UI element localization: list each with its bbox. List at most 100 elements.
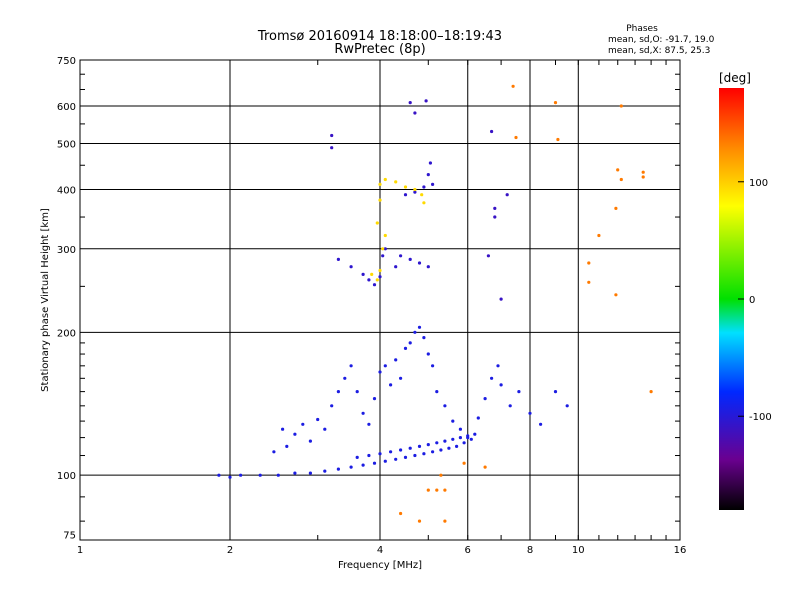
data-point <box>417 261 422 265</box>
data-point <box>383 364 387 368</box>
data-point <box>399 254 403 258</box>
data-point <box>370 272 374 276</box>
data-point <box>616 168 620 172</box>
data-point <box>272 450 276 454</box>
data-point <box>422 201 426 205</box>
grid-lines <box>80 60 680 540</box>
data-point <box>389 383 393 387</box>
data-point <box>466 436 470 440</box>
data-point <box>276 473 280 477</box>
data-point <box>490 376 494 380</box>
data-point <box>336 390 340 394</box>
data-point <box>394 358 398 362</box>
data-point <box>378 198 382 202</box>
data-point <box>417 519 422 523</box>
data-point <box>367 422 371 426</box>
data-point <box>399 376 403 380</box>
data-point <box>375 221 379 225</box>
data-point <box>455 444 459 448</box>
data-point <box>428 161 432 165</box>
data-point <box>439 473 443 477</box>
y-tick-label: 600 <box>57 102 76 113</box>
data-point <box>381 247 385 251</box>
data-point <box>330 404 334 408</box>
data-point <box>394 457 398 461</box>
y-tick-label: 750 <box>57 56 76 67</box>
colorbar-ticks: 100 0 -100 <box>738 178 772 423</box>
data-point <box>228 475 232 479</box>
data-point <box>355 390 359 394</box>
data-point <box>619 177 623 182</box>
data-point <box>413 111 417 115</box>
data-point <box>443 404 447 408</box>
data-point <box>493 206 497 210</box>
data-point <box>614 206 618 210</box>
data-point <box>378 370 382 374</box>
data-point <box>553 101 558 105</box>
data-point <box>553 390 558 394</box>
data-point <box>435 390 439 394</box>
data-point <box>649 390 653 394</box>
data-point <box>293 432 297 436</box>
data-point <box>514 135 518 140</box>
data-point <box>417 444 422 448</box>
data-point <box>565 404 569 408</box>
data-point <box>486 254 490 258</box>
data-point <box>473 432 477 436</box>
data-point <box>330 146 334 150</box>
data-point <box>399 448 403 452</box>
data-point <box>413 187 417 192</box>
data-point <box>435 488 439 492</box>
x-tick-label: 4 <box>377 545 383 556</box>
data-point <box>403 185 408 189</box>
data-point <box>383 247 387 251</box>
data-point <box>505 193 509 197</box>
data-point <box>641 175 645 179</box>
colorbar-tick-label: 100 <box>749 178 768 189</box>
data-point <box>349 364 353 368</box>
data-point <box>308 439 312 443</box>
data-point <box>517 390 521 394</box>
data-point <box>496 364 500 368</box>
data-point <box>378 268 382 273</box>
data-point <box>349 265 353 269</box>
data-point <box>372 397 377 401</box>
data-point <box>587 280 591 284</box>
data-point <box>403 346 408 350</box>
data-point <box>458 427 462 431</box>
data-point <box>435 441 439 445</box>
data-point <box>483 465 487 469</box>
x-tick-label: 2 <box>227 545 233 556</box>
data-point <box>511 84 515 88</box>
data-point <box>462 441 466 445</box>
data-point <box>403 193 408 197</box>
data-point <box>372 461 377 465</box>
y-tick-label: 300 <box>57 245 76 256</box>
data-point <box>413 190 417 194</box>
data-point <box>258 473 262 477</box>
data-point <box>408 446 412 450</box>
data-point <box>439 448 443 452</box>
data-point <box>408 257 412 261</box>
data-point <box>367 453 371 458</box>
data-point <box>499 297 503 301</box>
data-point <box>431 450 435 454</box>
y-axis-label: Stationary phase Virtual Height [km] <box>40 208 51 392</box>
data-point <box>443 519 447 523</box>
data-point <box>597 233 601 238</box>
data-point <box>383 233 387 238</box>
data-point <box>422 336 426 340</box>
data-point <box>378 452 382 456</box>
data-point <box>426 173 430 177</box>
data-point <box>301 422 305 426</box>
data-point <box>378 275 382 279</box>
data-point <box>281 427 285 431</box>
data-point <box>413 453 417 458</box>
data-points <box>217 84 653 523</box>
data-point <box>378 182 382 186</box>
y-tick-label: 200 <box>57 328 76 339</box>
data-point <box>343 376 347 380</box>
data-point <box>426 488 430 492</box>
